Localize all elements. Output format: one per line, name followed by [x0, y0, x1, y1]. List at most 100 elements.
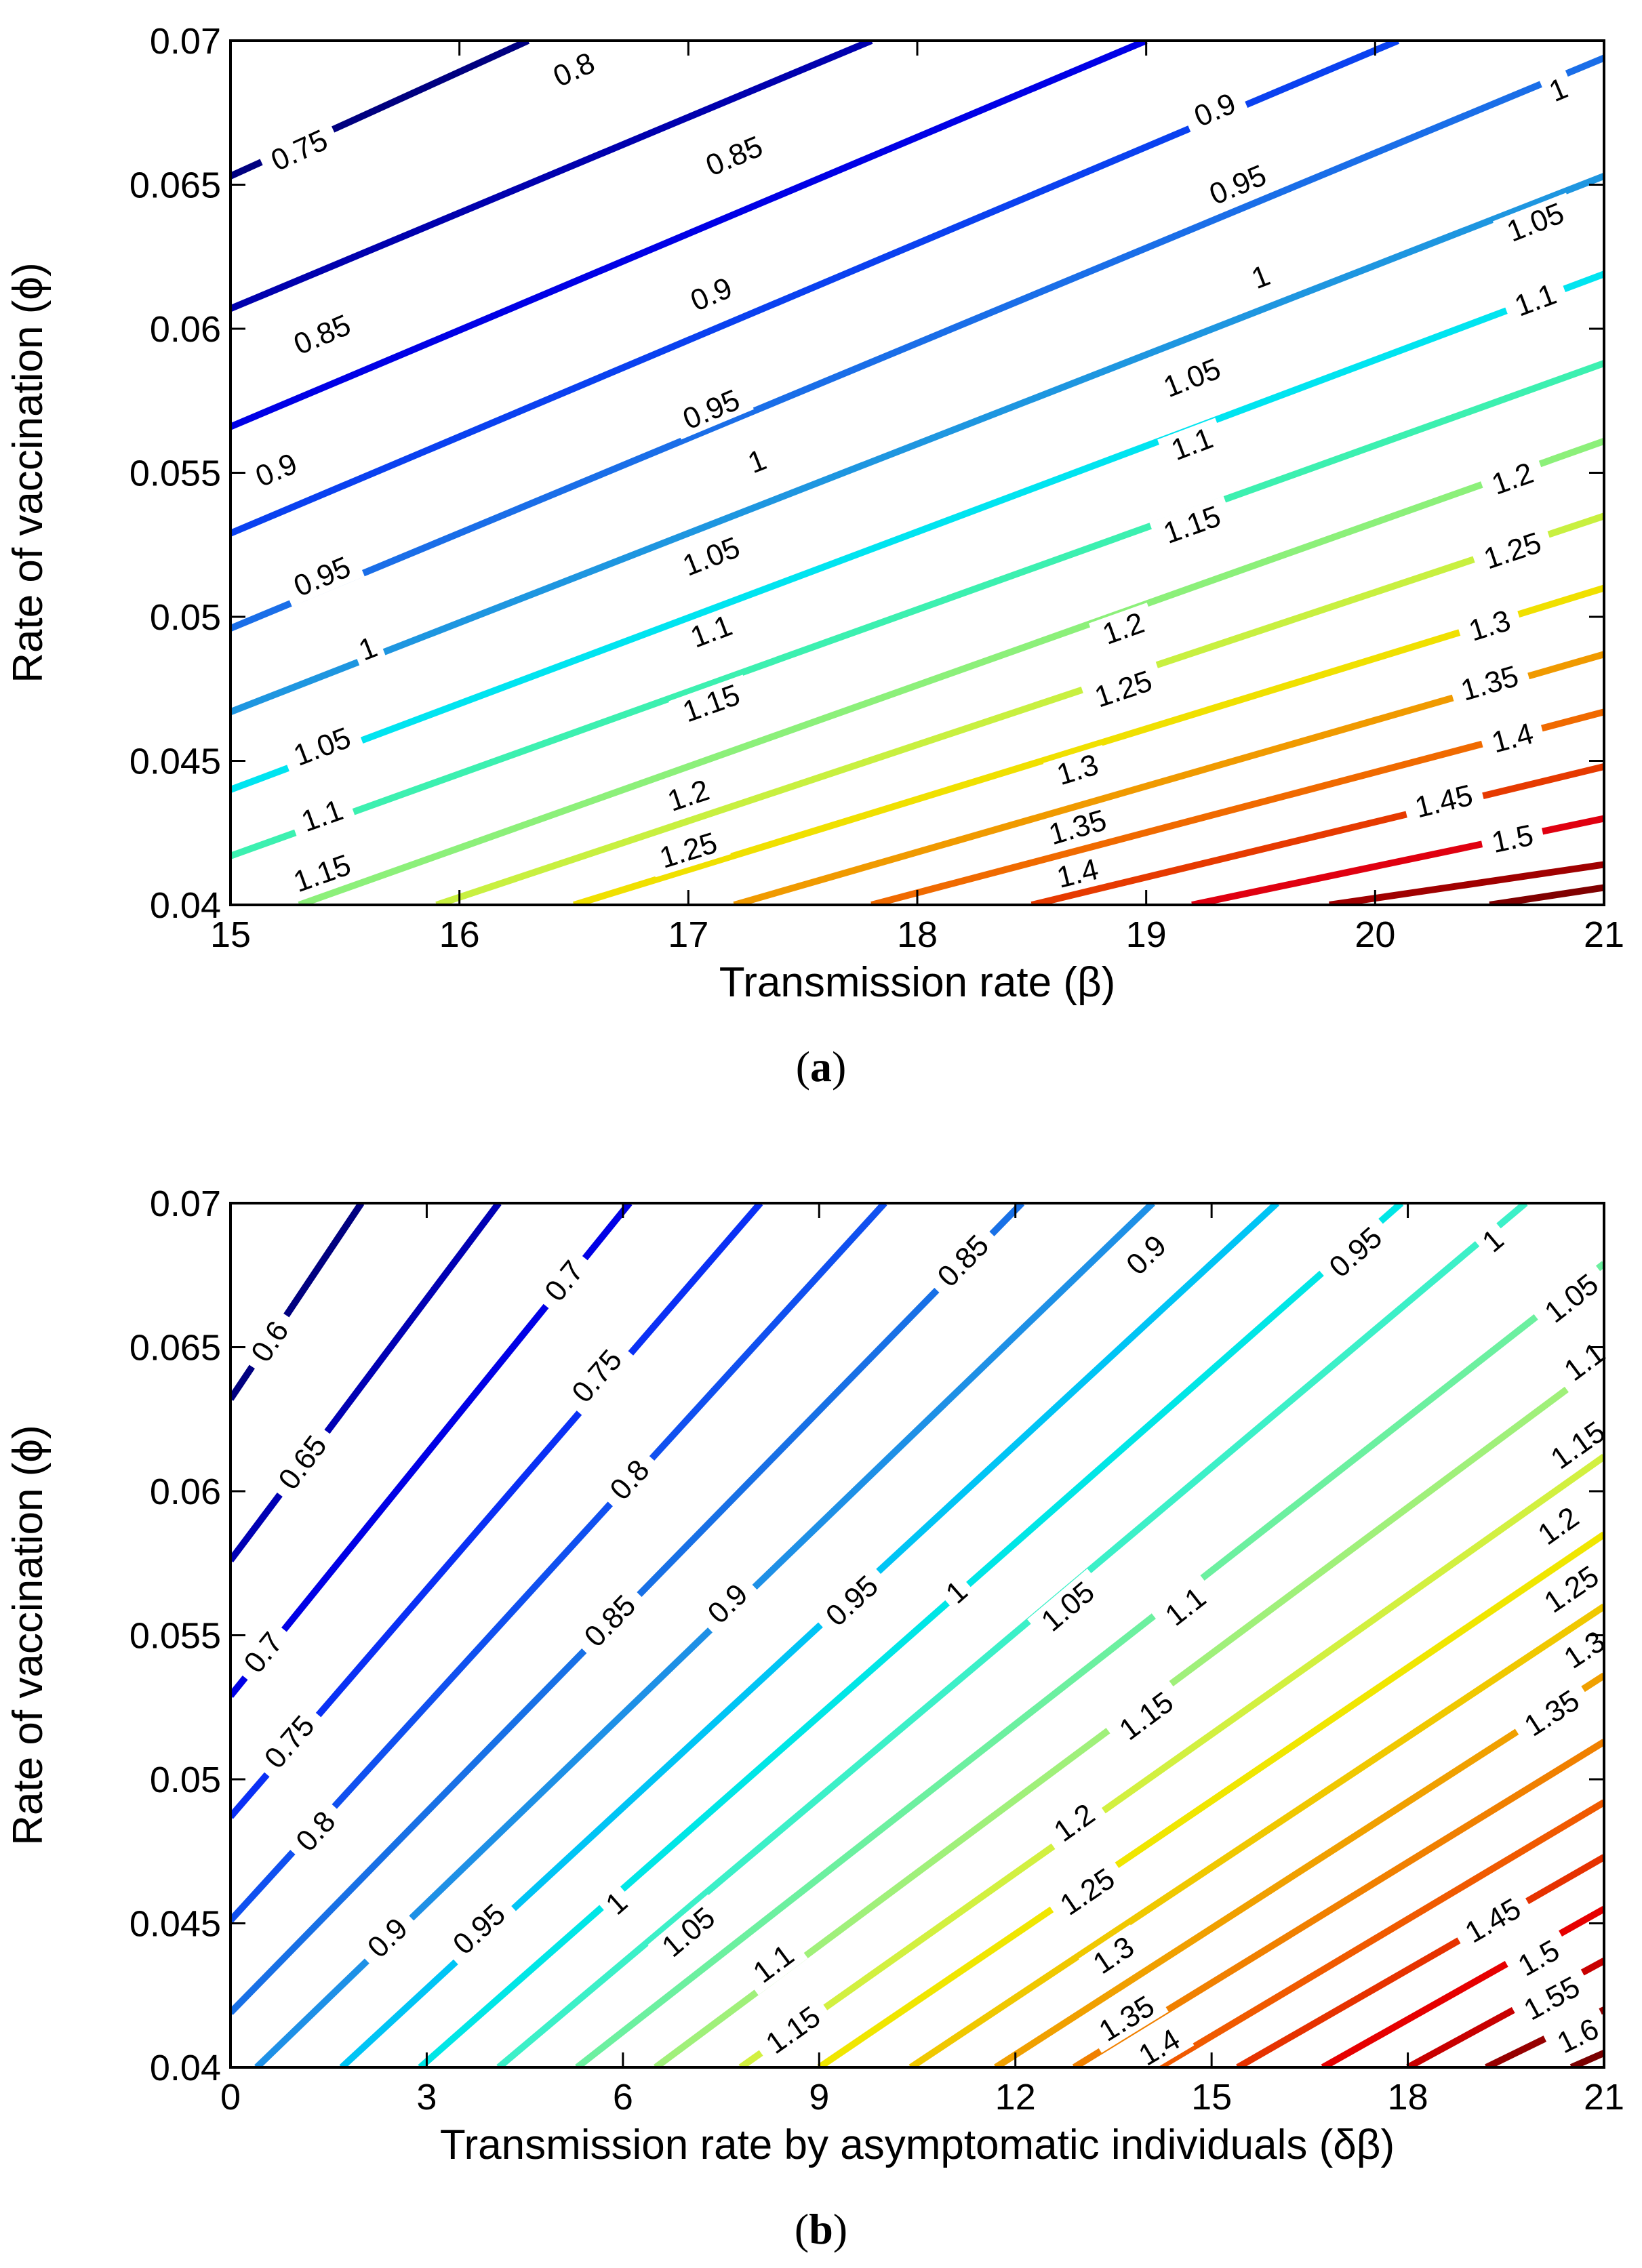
x-tick-label: 9 — [809, 2077, 829, 2118]
contour-label-gap — [1043, 744, 1112, 794]
contour-line-a-1.55 — [1489, 884, 1604, 905]
contour-label-b-15: 0.95 — [439, 1890, 519, 1968]
contour-label-gap — [348, 628, 387, 669]
x-tick-label: 20 — [1355, 914, 1395, 955]
contour-label-gap — [923, 1221, 1003, 1301]
contour-label-a-27: 1.2 — [1477, 453, 1547, 504]
contour-label-gap — [1536, 1409, 1620, 1482]
contour-label-gap — [282, 1797, 348, 1865]
contour-label-text: 1.25 — [1091, 664, 1157, 714]
contour-line-b-0.75 — [231, 1203, 763, 1819]
contour-labels-a: 0.750.80.850.850.90.90.90.950.950.951111… — [241, 41, 1578, 902]
contour-label-a-21: 1.1 — [1500, 274, 1570, 326]
contour-label-gap — [1088, 603, 1158, 654]
contour-label-gap — [266, 1421, 340, 1504]
contour-label-a-29: 1.25 — [1081, 661, 1166, 717]
contour-label-b-8: 0.85 — [923, 1221, 1003, 1301]
contour-label-a-38: 1.5 — [1479, 816, 1546, 862]
contour-label-a-0: 0.75 — [256, 119, 342, 182]
contour-label-a-31: 1.3 — [1043, 744, 1112, 794]
contour-label-gap — [354, 1904, 421, 1971]
contour-label-gap — [1027, 1568, 1108, 1644]
contour-label-gap — [1492, 193, 1578, 252]
contour-label-b-5: 0.75 — [251, 1701, 327, 1783]
y-tick-label: 0.05 — [150, 1760, 221, 1800]
contour-label-text: 1.35 — [1457, 660, 1522, 708]
contour-line-a-1.25 — [573, 584, 1604, 905]
contour-label-gap — [1523, 1495, 1593, 1557]
x-tick-label: 18 — [1388, 2077, 1428, 2118]
contour-label-b-25: 1.15 — [1536, 1409, 1620, 1482]
contour-lines-a — [231, 41, 1604, 905]
contour-line-b-1.3 — [908, 1603, 1604, 2067]
contour-label-gap — [1530, 1261, 1613, 1335]
contour-label-b-36: 1.4 — [1124, 2017, 1195, 2078]
contour-label-text: 1.05 — [1159, 352, 1226, 404]
contour-label-gap — [645, 823, 731, 878]
y-tick-label: 0.05 — [150, 597, 221, 638]
contour-line-b-1.45 — [1157, 1799, 1604, 2067]
contour-line-b-1.35 — [994, 1672, 1604, 2067]
contour-label-gap — [1113, 1221, 1180, 1289]
contour-label-gap — [1504, 1928, 1574, 1987]
contour-line-b-1.2 — [738, 1453, 1604, 2067]
contour-label-a-3: 0.85 — [692, 125, 777, 186]
y-tick-label: 0.055 — [129, 453, 221, 494]
contour-label-a-1: 0.8 — [539, 41, 609, 98]
contour-label-b-19: 1.05 — [1530, 1261, 1613, 1335]
contour-label-gap — [251, 1701, 327, 1783]
contour-label-gap — [1478, 714, 1547, 762]
contour-line-b-1 — [418, 1203, 1404, 2067]
contour-label-b-14: 0.95 — [812, 1562, 892, 1640]
x-tick-label: 21 — [1584, 914, 1624, 955]
contour-label-a-5: 0.9 — [676, 267, 746, 321]
y-axis-title-a: Rate of vaccination (ϕ) — [5, 262, 52, 683]
contour-label-gap — [1149, 348, 1235, 407]
contour-label-a-10: 1 — [348, 628, 387, 669]
contour-label-gap — [935, 1571, 978, 1614]
contour-label-gap — [654, 770, 723, 821]
contour-label-gap — [532, 1247, 597, 1316]
contour-label-a-36: 1.4 — [1478, 714, 1547, 762]
contour-label-b-18: 1 — [595, 1882, 638, 1925]
contour-label-gap — [812, 1562, 892, 1640]
contour-label-gap — [231, 1618, 296, 1687]
contour-label-b-1: 0.65 — [266, 1421, 340, 1504]
x-ticks-a: 15 16 17 18 19 20 21 — [210, 41, 1624, 955]
x-tick-label: 6 — [613, 2077, 633, 2118]
x-tick-label: 17 — [668, 914, 708, 955]
contour-label-gap — [279, 717, 365, 776]
contour-label-text: 1.25 — [1480, 526, 1546, 576]
contour-label-gap — [1529, 1554, 1614, 1625]
contour-label-gap — [1150, 1575, 1220, 1638]
contour-label-a-7: 0.95 — [279, 546, 365, 607]
contour-label-a-32: 1.3 — [1455, 601, 1524, 651]
contour-label-gap — [1315, 1213, 1396, 1291]
contour-label-gap — [647, 1894, 729, 1970]
contour-line-b-1.05 — [496, 1203, 1528, 2067]
y-tick-label: 0.04 — [150, 885, 221, 926]
contour-label-gap — [1550, 1330, 1619, 1394]
contour-line-a-0.95 — [231, 54, 1604, 632]
contour-label-gap — [676, 267, 746, 321]
contour-label-b-34: 1.35 — [1510, 1678, 1594, 1748]
contour-line-b-0.65 — [231, 1203, 502, 1563]
contour-label-gap — [1043, 850, 1112, 897]
contour-line-b-1.5 — [1236, 1854, 1604, 2067]
contour-label-gap — [1509, 1965, 1595, 2031]
contour-label-gap — [692, 125, 777, 186]
y-tick-label: 0.06 — [150, 309, 221, 350]
contour-label-text: 1.4 — [1488, 716, 1537, 759]
contour-label-gap — [239, 1306, 301, 1377]
contour-label-a-4: 0.9 — [241, 443, 311, 498]
y-ticks-b: 0.04 0.045 0.05 0.055 0.06 0.065 0.07 — [129, 1183, 1604, 2088]
contour-label-text: 1.45 — [1411, 779, 1476, 825]
contour-label-gap — [738, 1932, 808, 1996]
contour-label-gap — [1104, 1679, 1188, 1753]
contour-label-gap — [1149, 495, 1235, 554]
y-tick-label: 0.065 — [129, 165, 221, 206]
contour-label-a-16: 1.05 — [1149, 348, 1235, 407]
contour-label-b-0: 0.6 — [239, 1306, 301, 1377]
contour-label-text: 1.25 — [656, 826, 721, 875]
